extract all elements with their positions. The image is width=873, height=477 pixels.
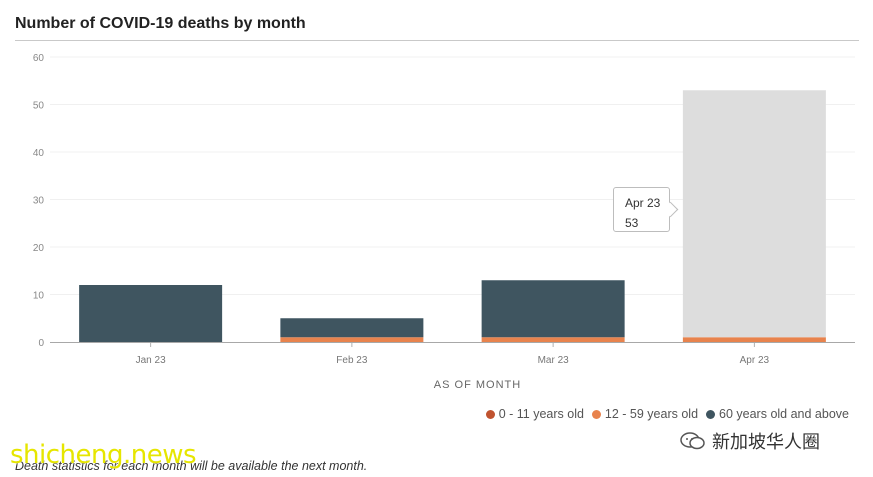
x-tick-label: Apr 23 <box>740 355 770 366</box>
legend-label: 0 - 11 years old <box>498 407 584 421</box>
watermark-text-right: 新加坡华人圈 <box>712 432 820 452</box>
title-divider <box>15 40 859 41</box>
x-tick-label: Feb 23 <box>336 355 368 366</box>
y-tick-label: 10 <box>33 291 45 302</box>
chart-legend: 0 - 11 years old 12 - 59 years old 60 year… <box>485 407 849 421</box>
bar-segment <box>280 337 424 342</box>
bar-segment <box>280 318 424 338</box>
x-axis-title: AS OF MONTH <box>434 379 521 391</box>
legend-swatch <box>706 409 716 419</box>
y-tick-label: 0 <box>38 338 44 349</box>
footnote: Death statistics for each month will be … <box>15 459 368 473</box>
bar-segment <box>682 90 826 338</box>
bar-segment <box>481 280 625 338</box>
y-tick-label: 50 <box>33 101 45 112</box>
x-tick-label: Jan 23 <box>136 355 166 366</box>
watermark-text-left: shicheng.news <box>10 440 197 470</box>
x-tick-label: Mar 23 <box>538 355 570 366</box>
legend-swatch <box>485 409 495 419</box>
chart-title: Number of COVID-19 deaths by month <box>15 15 306 32</box>
bar-segment <box>682 337 826 342</box>
chart-tooltip: Apr 23 53 <box>613 187 670 232</box>
wechat-icon <box>680 431 706 451</box>
bar-segment <box>481 337 625 342</box>
tooltip-value: 53 <box>625 216 639 230</box>
bar-chart: 0 10 20 30 40 50 60 Jan 23 Feb 23 Mar 23 Apr 23 AS … <box>33 53 855 391</box>
legend-item[interactable]: 12 - 59 years old <box>591 407 699 421</box>
y-tick-label: 60 <box>33 53 45 64</box>
legend-swatch <box>591 409 601 419</box>
watermark-right: 新加坡华人圈 <box>680 428 820 454</box>
tooltip-label: Apr 23 <box>625 196 661 210</box>
legend-label: 60 years old and above <box>719 407 849 421</box>
y-tick-label: 40 <box>33 148 45 159</box>
legend-label: 12 - 59 years old <box>604 407 699 421</box>
legend-item[interactable]: 60 years old and above <box>706 407 849 421</box>
y-tick-label: 30 <box>33 196 45 207</box>
bar-segment <box>79 285 223 342</box>
legend-item[interactable]: 0 - 11 years old <box>485 407 584 421</box>
y-tick-label: 20 <box>33 243 45 254</box>
